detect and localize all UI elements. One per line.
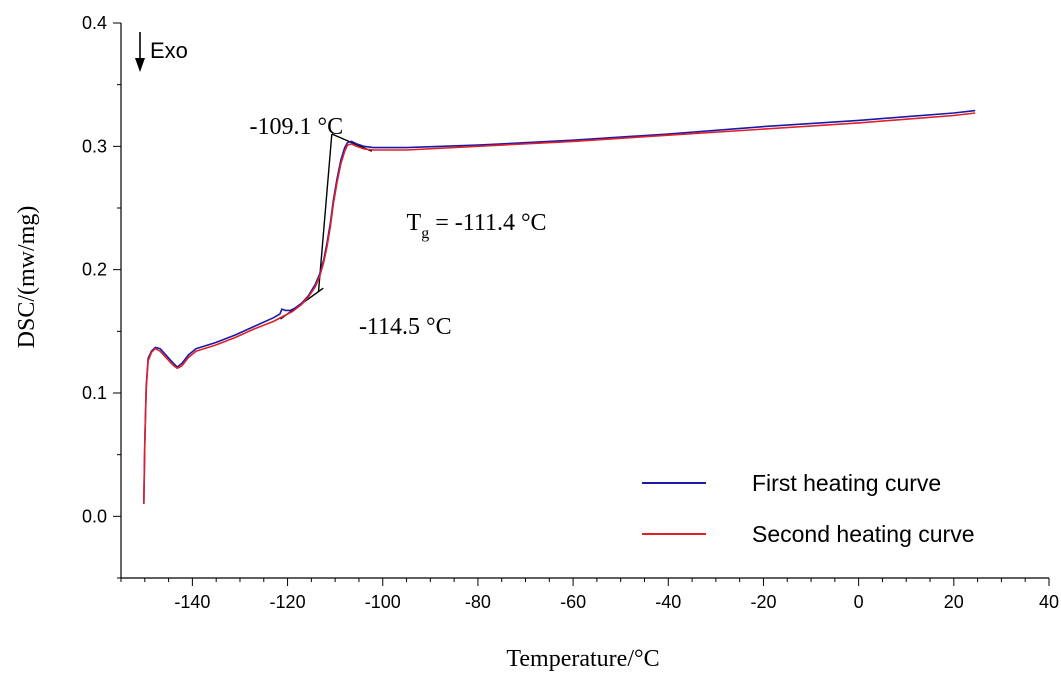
y-axis-ticks: 0.0 0.1 0.2 0.3 0.4 <box>82 13 121 579</box>
tg-symbol: T <box>407 210 422 236</box>
glass-transition-label: Tg = -111.4 °C <box>407 210 547 242</box>
x-tick-label: -120 <box>270 592 306 612</box>
plot-axes <box>120 23 1049 579</box>
tangent-lines <box>280 133 373 320</box>
x-tick-label: -100 <box>365 592 401 612</box>
exo-label: Exo <box>150 38 188 63</box>
endset-temperature-label: -109.1 °C <box>249 114 343 140</box>
onset-temperature-label: -114.5 °C <box>359 314 452 340</box>
y-axis-title: DSC/(mw/mg) <box>14 206 40 349</box>
x-tick-label: -40 <box>655 592 681 612</box>
x-tick-label: 40 <box>1039 592 1059 612</box>
x-tick-label: -60 <box>560 592 586 612</box>
x-axis-ticks: -140 -120 -100 -80 -60 -40 -20 0 20 40 <box>120 578 1059 612</box>
y-tick-label: 0.1 <box>82 383 107 403</box>
y-tick-label: 0.2 <box>82 260 107 280</box>
x-tick-label: -80 <box>465 592 491 612</box>
x-tick-label: -140 <box>174 592 210 612</box>
data-series <box>143 109 976 505</box>
series-line-second-heating <box>143 112 976 505</box>
y-tick-label: 0.3 <box>82 136 107 156</box>
tg-subscript: g <box>421 225 429 242</box>
x-axis-title: Temperature/°C <box>506 646 659 672</box>
x-tick-label: 0 <box>854 592 864 612</box>
legend-label-second: Second heating curve <box>752 521 975 547</box>
tg-value: = -111.4 °C <box>429 210 546 236</box>
exo-arrow-icon <box>135 58 145 72</box>
y-tick-label: 0.4 <box>82 13 107 33</box>
tangent-line <box>317 133 333 292</box>
legend-label-first: First heating curve <box>752 470 941 496</box>
x-tick-label: -20 <box>750 592 776 612</box>
legend: First heating curve Second heating curve <box>642 470 975 547</box>
y-tick-label: 0.0 <box>82 506 107 526</box>
x-tick-label: 20 <box>944 592 964 612</box>
series-line-first-heating <box>143 109 976 505</box>
exo-marker: Exo <box>135 32 188 72</box>
